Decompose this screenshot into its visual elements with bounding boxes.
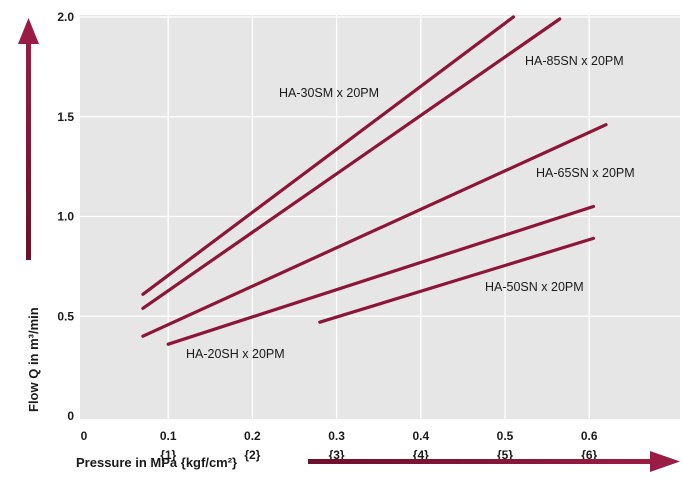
series-line-0	[141, 15, 516, 296]
x-tick-label-1: 0.1	[160, 429, 177, 443]
series-label-3: HA-20SH x 20PM	[186, 347, 285, 361]
x-axis-arrow	[308, 451, 680, 472]
y-tick-label-1: 0.5	[57, 309, 74, 323]
series-line-1	[141, 17, 562, 310]
grid	[80, 15, 680, 419]
x-axis-title: Pressure in MPa {kgf/cm²}	[76, 455, 237, 470]
series-label-1: HA-85SN x 20PM	[525, 54, 624, 68]
series-line-4	[318, 236, 596, 324]
y-tick-labels: 0 0.5 1.0 1.5 2.0	[57, 10, 74, 423]
y-tick-label-4: 2.0	[57, 10, 74, 24]
x-tick-label-5: 0.5	[497, 429, 514, 443]
x-tick-sublabel-5: {5}	[497, 448, 513, 462]
series-group	[141, 15, 608, 346]
x-tick-sublabel-6: {6}	[581, 448, 597, 462]
x-tick-sublabel-2: {2}	[244, 448, 260, 462]
series-labels: HA-30SM x 20PM HA-85SN x 20PM HA-65SN x 20…	[186, 54, 635, 361]
x-tick-label-6: 0.6	[581, 429, 598, 443]
series-label-2: HA-65SN x 20PM	[536, 166, 635, 180]
series-line-2	[141, 123, 608, 338]
x-tick-sublabel-3: {3}	[329, 448, 345, 462]
y-tick-label-2: 1.0	[57, 210, 74, 224]
x-tick-label-0: 0	[81, 429, 88, 443]
y-tick-label-0: 0	[67, 409, 74, 423]
x-tick-sublabel-1: {1}	[160, 448, 176, 462]
y-tick-label-3: 1.5	[57, 110, 74, 124]
series-label-4: HA-50SN x 20PM	[485, 280, 584, 294]
x-tick-label-2: 0.2	[244, 429, 261, 443]
y-axis-title: Flow Q in m³/min	[26, 307, 41, 412]
x-tick-labels: 0 0.1 {1} 0.2 {2} 0.3 {3} 0.4 {4} 0.5 {5} 0.6 {6}	[81, 429, 598, 462]
x-tick-label-4: 0.4	[412, 429, 429, 443]
series-label-0: HA-30SM x 20PM	[279, 86, 379, 100]
y-axis-arrow	[18, 18, 39, 260]
series-line-3	[166, 204, 596, 346]
x-tick-label-3: 0.3	[328, 429, 345, 443]
x-tick-sublabel-4: {4}	[413, 448, 429, 462]
